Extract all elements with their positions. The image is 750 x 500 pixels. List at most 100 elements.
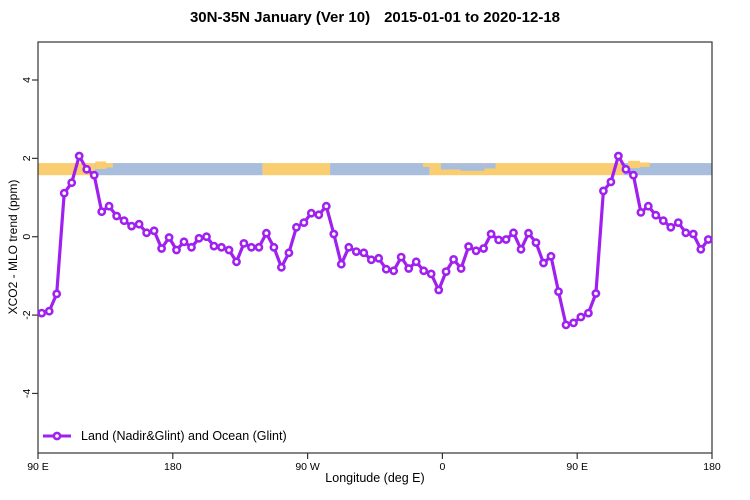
data-point-marker <box>501 235 511 244</box>
data-point-marker <box>494 235 503 245</box>
data-point-marker <box>546 251 556 261</box>
band-segment-land <box>38 163 95 176</box>
data-point-marker <box>172 245 181 255</box>
data-point-marker <box>336 259 346 269</box>
data-point-marker <box>554 287 563 296</box>
band-patch-ocean <box>440 163 461 170</box>
data-point-marker <box>209 241 219 251</box>
data-point-marker <box>673 218 683 227</box>
data-point-marker <box>688 229 698 239</box>
band-patch-land <box>628 160 641 168</box>
data-point-marker <box>696 244 706 254</box>
data-point-marker <box>651 210 661 220</box>
band-patch-ocean <box>460 163 485 171</box>
y-tick-label: 0 <box>21 234 33 240</box>
x-tick-label: 90 E <box>566 461 588 473</box>
chart-title: 30N-35N January (Ver 10) <box>189 9 371 26</box>
data-point-marker <box>359 248 369 258</box>
data-point-marker <box>524 228 533 238</box>
data-point-marker <box>561 320 571 330</box>
x-tick-label: 90 W <box>295 461 320 473</box>
x-tick-label: 90 E <box>27 461 49 473</box>
data-point-marker <box>344 242 354 252</box>
data-point-marker <box>179 237 189 247</box>
data-point-marker <box>411 257 421 267</box>
band-patch-land <box>422 163 430 167</box>
data-point-marker <box>576 312 586 322</box>
data-point-marker <box>224 245 234 255</box>
plot-box <box>37 41 713 454</box>
data-point-marker <box>366 255 376 265</box>
data-point-marker <box>67 178 77 188</box>
data-point-marker <box>351 247 361 256</box>
data-point-marker <box>374 253 384 263</box>
data-point-marker <box>269 242 279 252</box>
data-point-marker <box>119 216 129 226</box>
data-point-marker <box>643 201 653 211</box>
data-point-marker <box>104 201 114 211</box>
data-point-marker <box>614 151 623 161</box>
data-point-marker <box>321 201 331 211</box>
data-point-marker <box>404 264 414 273</box>
data-point-marker <box>419 266 429 276</box>
data-point-marker <box>97 207 107 217</box>
data-point-marker <box>584 308 593 318</box>
data-point-marker <box>284 248 294 258</box>
data-point-marker <box>516 244 526 254</box>
data-point-marker <box>569 318 578 328</box>
data-point-marker <box>471 246 481 256</box>
data-point-marker <box>449 254 458 264</box>
band-segment-ocean <box>94 163 263 176</box>
data-point-marker <box>531 238 541 247</box>
land-ocean-band <box>38 160 712 176</box>
data-point-marker <box>306 208 316 218</box>
chart-date-range: 2015-01-01 to 2020-12-18 <box>384 9 561 26</box>
y-tick-label: 2 <box>21 155 33 161</box>
band-segment-land <box>262 163 331 176</box>
data-point-marker <box>314 210 324 220</box>
data-point-marker <box>434 285 444 295</box>
data-point-marker <box>127 221 136 231</box>
data-point-marker <box>37 308 47 318</box>
data-point-marker <box>509 228 518 238</box>
data-point-marker <box>291 222 301 232</box>
legend-line-marker-icon <box>43 431 71 441</box>
data-point-marker <box>666 222 676 232</box>
x-tick-label: 0 <box>439 461 445 473</box>
data-point-marker <box>142 228 151 238</box>
band-patch-land <box>640 162 650 167</box>
data-point-marker <box>464 242 473 251</box>
data-point-marker <box>486 229 496 239</box>
data-point-marker <box>636 207 646 217</box>
data-point-marker <box>202 232 211 242</box>
data-point-marker <box>217 242 226 252</box>
data-point-marker <box>426 269 436 279</box>
data-point-marker <box>276 262 286 272</box>
legend: Land (Nadir&Glint) and Ocean (Glint) <box>42 429 287 443</box>
data-point-marker <box>629 170 638 180</box>
data-point-marker <box>621 164 631 174</box>
data-point-marker <box>703 235 713 244</box>
data-point-marker <box>187 242 196 252</box>
data-point-marker <box>254 242 264 252</box>
data-point-marker <box>396 252 406 262</box>
data-point-marker <box>239 238 249 248</box>
band-patch-land <box>106 163 113 168</box>
data-point-marker <box>149 226 159 236</box>
data-point-marker <box>134 219 144 229</box>
band-segment-ocean <box>330 163 430 176</box>
data-point-marker <box>232 257 241 267</box>
data-point-marker <box>658 216 668 226</box>
data-point-marker <box>74 151 84 161</box>
legend-label: Land (Nadir&Glint) and Ocean (Glint) <box>81 429 287 443</box>
x-axis-label: Longitude (deg E) <box>325 471 425 485</box>
data-point-marker <box>381 264 391 274</box>
data-point-marker <box>441 267 451 276</box>
data-point-marker <box>246 242 256 252</box>
y-tick-label: -2 <box>21 310 33 319</box>
data-point-marker <box>164 233 174 242</box>
data-point-marker <box>89 170 99 180</box>
data-point-marker <box>329 229 339 239</box>
y-tick-label: 4 <box>21 77 33 83</box>
